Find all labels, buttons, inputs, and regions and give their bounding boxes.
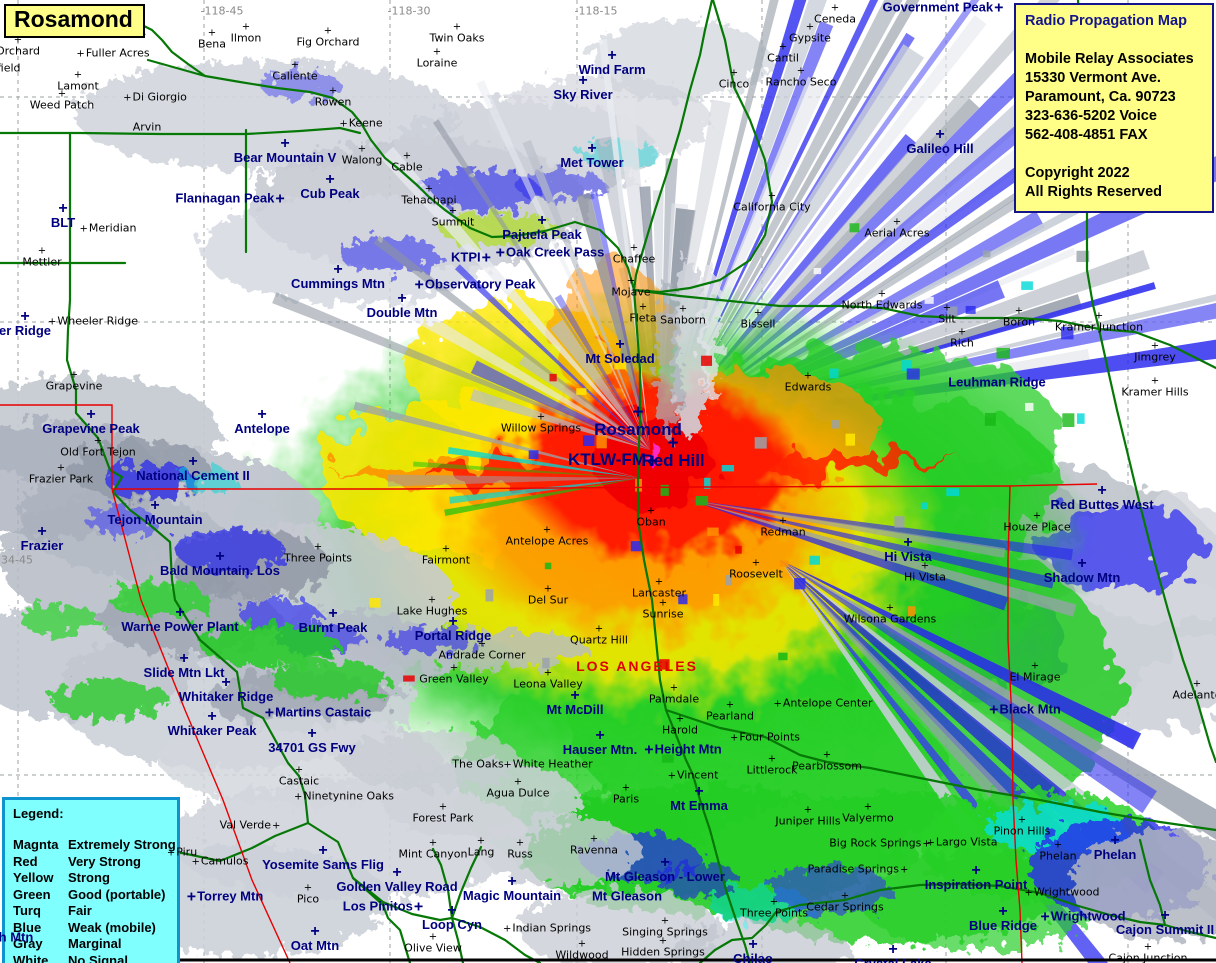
legend-color-name: Green (13, 886, 51, 902)
legend-color-desc: Strong (68, 870, 110, 885)
info-lines: Mobile Relay Associates 15330 Vermont Ave… (1025, 50, 1203, 145)
legend-color-desc: Very Strong (68, 853, 141, 869)
legend-row: Yellow Strong (13, 870, 177, 887)
ray-fan (690, 500, 1077, 617)
legend-color-desc: Fair (68, 903, 92, 918)
legend-row: Turq Fair (13, 903, 177, 920)
legend-color-desc: Weak (mobile) (68, 919, 156, 935)
info-box: Radio Propagation Map Mobile Relay Assoc… (1014, 3, 1214, 213)
info-line: 15330 Vermont Ave. (1025, 70, 1161, 86)
info-line: 562-408-4851 FAX (1025, 127, 1148, 143)
legend-row: Blue Weak (mobile) (13, 920, 177, 937)
legend-color-name: Red (13, 853, 38, 869)
boundary-layer (0, 404, 1098, 963)
legend: Legend: Magnta Extremely Strong Red Very St… (2, 797, 180, 963)
map-title: Rosamond (14, 6, 133, 32)
legend-color-name: Turq (13, 903, 41, 918)
legend-rows: Magnta Extremely Strong Red Very Strong Yell… (13, 837, 177, 963)
terrain-blobs (0, 260, 720, 770)
info-line: Mobile Relay Associates (1025, 51, 1194, 67)
info-heading: Radio Propagation Map (1025, 13, 1187, 29)
legend-color-desc: Marginal (68, 936, 122, 951)
map-title-box: Rosamond (4, 4, 145, 38)
info-line: Paramount, Ca. 90723 (1025, 89, 1176, 105)
legend-row: Red Very Strong (13, 854, 177, 871)
info-copyright: Copyright 2022 All Rights Reserved (1025, 164, 1203, 202)
legend-color-name: White (13, 952, 49, 963)
legend-color-name: Gray (13, 936, 43, 951)
legend-color-name: Magnta (13, 837, 59, 852)
legend-color-desc: Good (portable) (68, 886, 166, 902)
legend-row: Green Good (portable) (13, 887, 177, 904)
legend-color-desc: Extremely Strong (68, 837, 176, 852)
legend-color-name: Blue (13, 919, 42, 935)
info-line: 323-636-5202 Voice (1025, 108, 1157, 124)
copyright-line: Copyright 2022 (1025, 165, 1130, 181)
pixel-blocks (369, 223, 1090, 763)
legend-row: Magnta Extremely Strong (13, 837, 177, 854)
legend-row: Gray Marginal (13, 936, 177, 953)
legend-title: Legend: (13, 806, 64, 821)
legend-row: White No Signal (13, 953, 177, 963)
legend-color-desc: No Signal (68, 952, 128, 963)
ray-fan (353, 401, 640, 516)
copyright-line: All Rights Reserved (1025, 184, 1162, 200)
ray-fan (272, 39, 650, 451)
legend-color-name: Yellow (13, 870, 54, 885)
